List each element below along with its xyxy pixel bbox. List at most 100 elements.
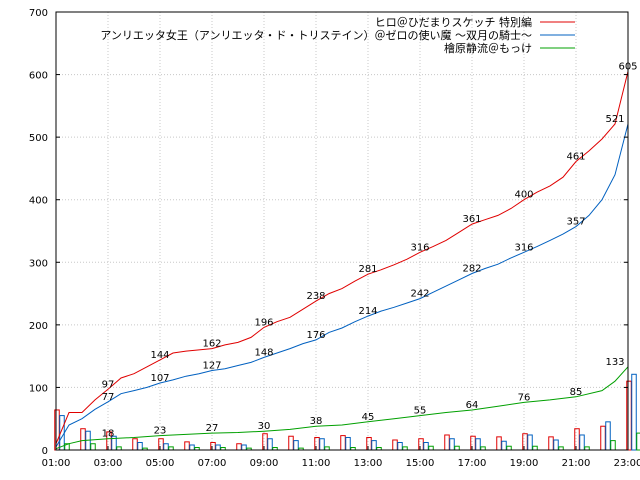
bar — [137, 441, 143, 451]
data-label: 107 — [150, 373, 169, 384]
data-label: 214 — [358, 306, 377, 317]
bar — [605, 421, 611, 451]
plot-frame — [55, 11, 629, 451]
series-line-3 — [55, 366, 629, 450]
data-label: 162 — [202, 339, 221, 350]
bar — [553, 439, 559, 451]
bar — [267, 438, 273, 451]
bar — [418, 438, 424, 451]
bar — [54, 409, 60, 451]
data-label: 77 — [102, 392, 115, 403]
x-tick-label: 13:00 — [354, 458, 383, 469]
x-tick-label: 05:00 — [146, 458, 175, 469]
bar — [496, 436, 502, 451]
bar — [501, 440, 507, 451]
bar — [631, 373, 637, 451]
data-label: 281 — [358, 264, 377, 275]
data-label: 76 — [518, 392, 531, 403]
data-label: 127 — [202, 361, 221, 372]
bar-series — [54, 373, 640, 451]
bar — [262, 433, 268, 451]
x-tick-label: 09:00 — [250, 458, 279, 469]
bar — [475, 438, 481, 451]
bar — [215, 444, 221, 451]
bar — [340, 435, 346, 451]
line-series — [55, 71, 629, 450]
x-tick-label: 15:00 — [406, 458, 435, 469]
data-label: 238 — [306, 291, 325, 302]
x-tick-label: 19:00 — [510, 458, 539, 469]
bar — [626, 380, 632, 451]
legend: ヒロ＠ひだまりスケッチ 特別編アンリエッタ女王（アンリエッタ・ド・トリステイン）… — [100, 15, 575, 55]
bar — [184, 441, 190, 451]
legend-label: アンリエッタ女王（アンリエッタ・ド・トリステイン）＠ゼロの使い魔 ～双月の騎士～ — [100, 28, 532, 42]
bar — [371, 440, 377, 451]
data-label: 18 — [102, 429, 115, 440]
data-label: 27 — [206, 423, 219, 434]
series-line-2 — [55, 123, 629, 448]
data-label: 148 — [254, 347, 273, 358]
bar — [610, 440, 616, 451]
x-tick-label: 21:00 — [562, 458, 591, 469]
data-label: 55 — [414, 406, 427, 417]
bar — [366, 436, 372, 451]
bar — [90, 443, 96, 451]
bar — [236, 443, 242, 451]
series-line-1 — [55, 71, 629, 444]
bar — [454, 445, 460, 451]
bar — [397, 441, 403, 451]
bar — [470, 435, 476, 451]
y-tick-label: 500 — [29, 133, 48, 144]
y-tick-label: 400 — [29, 196, 48, 207]
bar — [163, 443, 169, 451]
bar — [579, 434, 585, 451]
data-label: 85 — [570, 387, 583, 398]
bar — [80, 428, 86, 451]
bar — [506, 445, 512, 451]
x-tick-label: 23:00 — [614, 458, 640, 469]
data-label: 144 — [150, 350, 169, 361]
data-label: 196 — [254, 317, 273, 328]
bar — [527, 434, 533, 451]
bar — [600, 425, 606, 451]
bar — [548, 436, 554, 451]
y-tick-label: 0 — [42, 446, 48, 457]
data-label: 23 — [154, 426, 167, 437]
data-label: 316 — [410, 242, 429, 253]
bar — [392, 439, 398, 451]
y-tick-label: 600 — [29, 71, 48, 82]
axes: 0 100 200 300 400 500 600 700 01:00 03:00 05:00 07:… — [29, 8, 640, 469]
bar — [210, 441, 216, 451]
bar — [293, 440, 299, 451]
bar — [189, 444, 195, 451]
x-tick-label: 01:00 — [42, 458, 71, 469]
data-labels: 9714416219623828131636140046152160577107… — [102, 61, 638, 439]
data-label: 400 — [514, 190, 533, 201]
data-label: 176 — [306, 330, 325, 341]
bar — [574, 428, 580, 451]
x-tick-label: 03:00 — [94, 458, 123, 469]
data-label: 357 — [566, 217, 585, 228]
y-tick-label: 300 — [29, 258, 48, 269]
x-tick-label: 17:00 — [458, 458, 487, 469]
bar — [241, 444, 247, 451]
data-label: 30 — [258, 421, 271, 432]
data-label: 133 — [605, 357, 624, 368]
data-label: 316 — [514, 242, 533, 253]
bar — [314, 436, 320, 451]
bar — [522, 433, 528, 451]
legend-label: 檜原静流＠もっけ — [444, 41, 532, 55]
data-label: 242 — [410, 289, 429, 300]
grid — [55, 11, 629, 451]
data-label: 282 — [462, 264, 481, 275]
data-label: 64 — [466, 400, 479, 411]
bar — [636, 432, 640, 451]
bar — [132, 438, 138, 451]
x-tick-label: 11:00 — [302, 458, 331, 469]
y-tick-label: 200 — [29, 321, 48, 332]
data-label: 461 — [566, 152, 585, 163]
y-tick-label: 100 — [29, 383, 48, 394]
data-label: 521 — [605, 114, 624, 125]
data-label: 97 — [102, 379, 115, 390]
